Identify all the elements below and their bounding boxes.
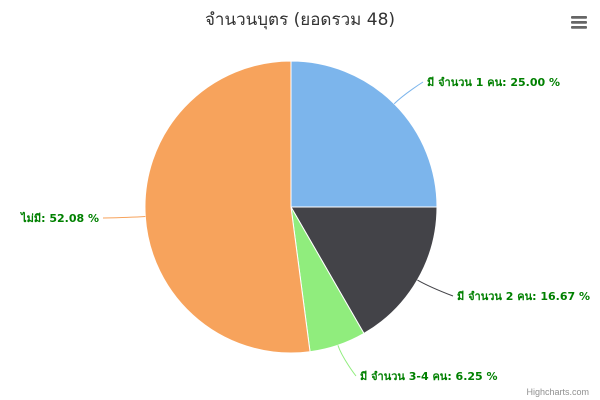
label-connector-2 (417, 279, 454, 297)
label-connector-3 (337, 345, 357, 377)
data-label-1: มี จำนวน 1 คน: 25.00 % (427, 76, 560, 89)
chart-title: จำนวนบุตร (ยอดรวม 48) (205, 10, 395, 30)
data-labels: มี จำนวน 1 คน: 25.00 % มี จำนวน 2 คน: 16.… (19, 76, 590, 383)
label-connector-4 (102, 216, 146, 219)
label-connector-1 (393, 81, 424, 105)
pie-slice-2[interactable] (290, 206, 438, 334)
label-connectors (102, 81, 454, 377)
pie-slices (144, 60, 438, 354)
data-label-2: มี จำนวน 2 คน: 16.67 % (457, 290, 590, 303)
hamburger-menu-icon (571, 16, 587, 29)
credits-link[interactable]: Highcharts.com (526, 387, 589, 397)
data-label-4: ไม่มี: 52.08 % (19, 211, 99, 225)
pie-slice-1[interactable] (290, 60, 438, 208)
data-label-3: มี จำนวน 3-4 คน: 6.25 % (360, 370, 498, 383)
chart-menu-button[interactable] (570, 13, 588, 31)
